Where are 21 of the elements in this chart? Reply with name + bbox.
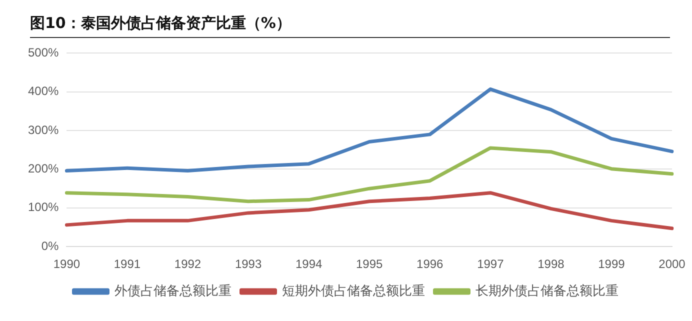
x-tick-label: 1993 [234,257,262,272]
x-tick-label: 2000 [658,257,686,272]
x-tick-label: 1995 [356,257,384,272]
y-tick-label: 200% [28,162,60,176]
chart-title: 图10：泰国外债占储备资产比重（%） [30,14,670,38]
y-tick-label: 300% [28,122,60,137]
x-tick-label: 1990 [53,257,80,272]
y-tick-label: 100% [28,200,60,214]
x-tick-label: 1994 [295,257,322,272]
x-tick-label: 1996 [416,257,444,272]
x-tick-label: 1997 [477,257,504,272]
y-tick-label: 500% [28,46,60,60]
legend-label: 长期外债占储备总额比重 [475,284,618,299]
x-tick-label: 1991 [114,257,141,272]
legend-label: 短期外债占储备总额比重 [282,284,425,299]
y-tick-label: 0% [41,238,60,253]
x-tick-label: 1999 [598,257,626,272]
legend-label: 外债占储备总额比重 [114,284,232,299]
x-tick-label: 1992 [174,257,202,272]
x-tick-label: 1998 [538,257,565,272]
y-tick-label: 400% [28,84,60,98]
